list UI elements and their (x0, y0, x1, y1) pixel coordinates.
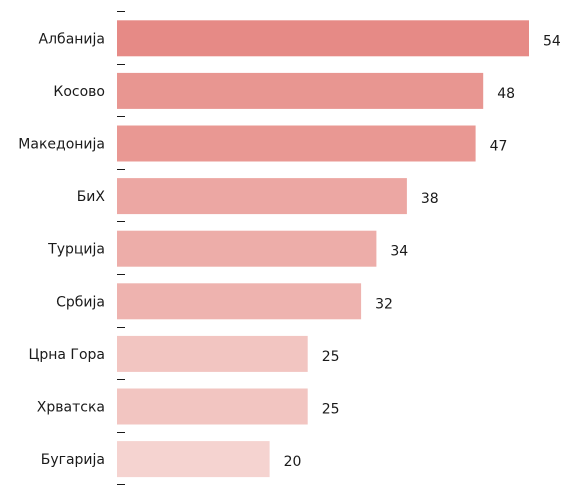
bar (117, 388, 308, 425)
value-label: 25 (322, 402, 340, 418)
value-label: 54 (543, 33, 561, 49)
category-labels: Албанија Косово Македонија БиХ Турција Србија… (18, 31, 105, 468)
category-label: Албанија (39, 31, 105, 47)
value-label: 25 (322, 349, 340, 365)
bar (117, 283, 362, 320)
bar (117, 230, 377, 267)
category-label: Турција (47, 242, 105, 258)
value-labels: 54 48 47 38 34 32 25 25 20 (284, 33, 561, 470)
category-label: Хрватска (37, 400, 105, 416)
category-label: Бугарија (41, 452, 105, 468)
category-label: Црна Гора (28, 347, 105, 363)
category-label: Србија (56, 294, 105, 310)
value-label: 47 (490, 139, 508, 155)
bars (117, 20, 529, 478)
bar (117, 125, 476, 162)
category-label: Македонија (18, 137, 105, 153)
category-label: Косово (53, 84, 105, 100)
value-label: 34 (390, 244, 408, 260)
bar (117, 20, 529, 57)
bar (117, 441, 270, 478)
bar (117, 72, 484, 109)
bar (117, 178, 407, 215)
value-label: 32 (375, 296, 393, 312)
value-label: 38 (421, 191, 439, 207)
value-label: 20 (284, 454, 302, 470)
bar (117, 335, 308, 372)
category-label: БиХ (77, 189, 106, 205)
value-label: 48 (497, 86, 515, 102)
